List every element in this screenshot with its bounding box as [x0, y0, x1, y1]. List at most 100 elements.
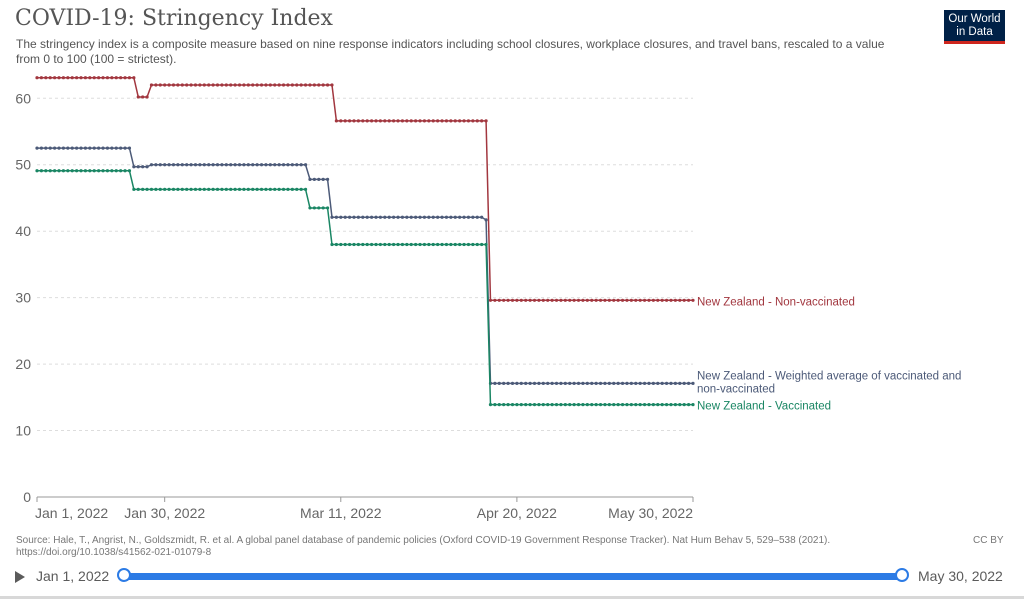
data-point [484, 242, 488, 247]
chart-title: COVID-19: Stringency Index [15, 6, 333, 31]
data-point [286, 187, 290, 191]
data-point [374, 119, 378, 123]
data-point [524, 381, 528, 385]
data-point [392, 242, 396, 247]
chart-subtitle: The stringency index is a composite meas… [16, 37, 885, 66]
our-world-in-data-logo[interactable]: Our World in Data [944, 10, 1005, 44]
data-point [515, 298, 519, 302]
data-point [422, 215, 427, 219]
data-point [163, 163, 167, 167]
data-point [590, 403, 594, 407]
data-point [392, 119, 396, 123]
play-icon[interactable] [15, 571, 25, 583]
y-tick-label: 50 [15, 157, 31, 173]
data-point [193, 163, 198, 167]
data-point [352, 215, 356, 219]
data-point [312, 206, 316, 210]
data-point [233, 187, 237, 191]
data-point [405, 215, 409, 219]
series-group: New Zealand - Weighted average of vaccin… [35, 146, 961, 395]
data-point [515, 403, 519, 407]
data-point [378, 242, 383, 247]
data-point [317, 177, 321, 181]
data-point [101, 169, 105, 173]
data-point [528, 403, 532, 407]
data-point [207, 83, 211, 87]
data-point [678, 381, 682, 385]
data-point [356, 215, 360, 219]
data-point [625, 381, 629, 385]
timeline-end-handle[interactable] [895, 568, 909, 582]
data-point [629, 403, 633, 407]
data-point [167, 83, 171, 87]
data-point [620, 381, 625, 385]
data-point [114, 169, 118, 173]
data-point [537, 381, 541, 385]
data-point [563, 298, 567, 302]
data-point [510, 381, 515, 385]
data-point [141, 95, 145, 99]
data-point [642, 298, 647, 302]
data-point [365, 119, 369, 123]
data-point [189, 83, 193, 87]
data-point [246, 83, 250, 87]
data-point [546, 403, 550, 407]
data-point [581, 298, 585, 302]
data-point [374, 215, 378, 219]
data-point [189, 163, 193, 167]
data-point [528, 381, 532, 385]
data-point [119, 76, 123, 80]
data-point [506, 381, 510, 385]
data-point [510, 298, 515, 302]
data-point [598, 381, 603, 385]
data-point [110, 146, 114, 150]
data-point [656, 403, 660, 407]
data-point [444, 119, 449, 123]
data-point [132, 165, 136, 169]
timeline-start-handle[interactable] [117, 568, 131, 582]
data-point [171, 187, 176, 191]
data-point [79, 146, 83, 150]
data-point [466, 242, 471, 247]
data-point [642, 381, 647, 385]
y-tick-label: 0 [23, 489, 31, 505]
data-point [418, 119, 422, 123]
x-tick-label: Apr 20, 2022 [477, 505, 557, 521]
data-point [127, 146, 132, 150]
data-point [224, 187, 228, 191]
data-point [374, 242, 378, 247]
data-point [215, 163, 220, 167]
data-point [550, 298, 554, 302]
data-point [281, 163, 286, 167]
data-point [290, 163, 294, 167]
data-point [273, 163, 277, 167]
license-label[interactable]: CC BY [973, 535, 1004, 546]
data-point [295, 163, 299, 167]
data-point [673, 381, 677, 385]
data-point [171, 83, 176, 87]
data-point [70, 146, 74, 150]
data-point [154, 83, 158, 87]
data-point [97, 146, 101, 150]
data-point [149, 83, 154, 87]
data-point [449, 119, 453, 123]
data-point [440, 242, 444, 247]
data-point [321, 83, 325, 87]
data-point [39, 146, 44, 150]
data-point [317, 206, 321, 210]
data-point [101, 76, 105, 80]
data-point [466, 215, 471, 219]
data-point [563, 381, 567, 385]
data-point [277, 163, 281, 167]
data-point [651, 403, 655, 407]
data-point [414, 242, 418, 247]
data-point [502, 298, 506, 302]
data-point [546, 298, 550, 302]
data-point [114, 146, 118, 150]
data-point [682, 298, 686, 302]
timeline-track[interactable] [124, 573, 902, 580]
data-point [136, 95, 140, 99]
data-point [202, 83, 206, 87]
data-point [537, 298, 541, 302]
data-point [246, 163, 250, 167]
